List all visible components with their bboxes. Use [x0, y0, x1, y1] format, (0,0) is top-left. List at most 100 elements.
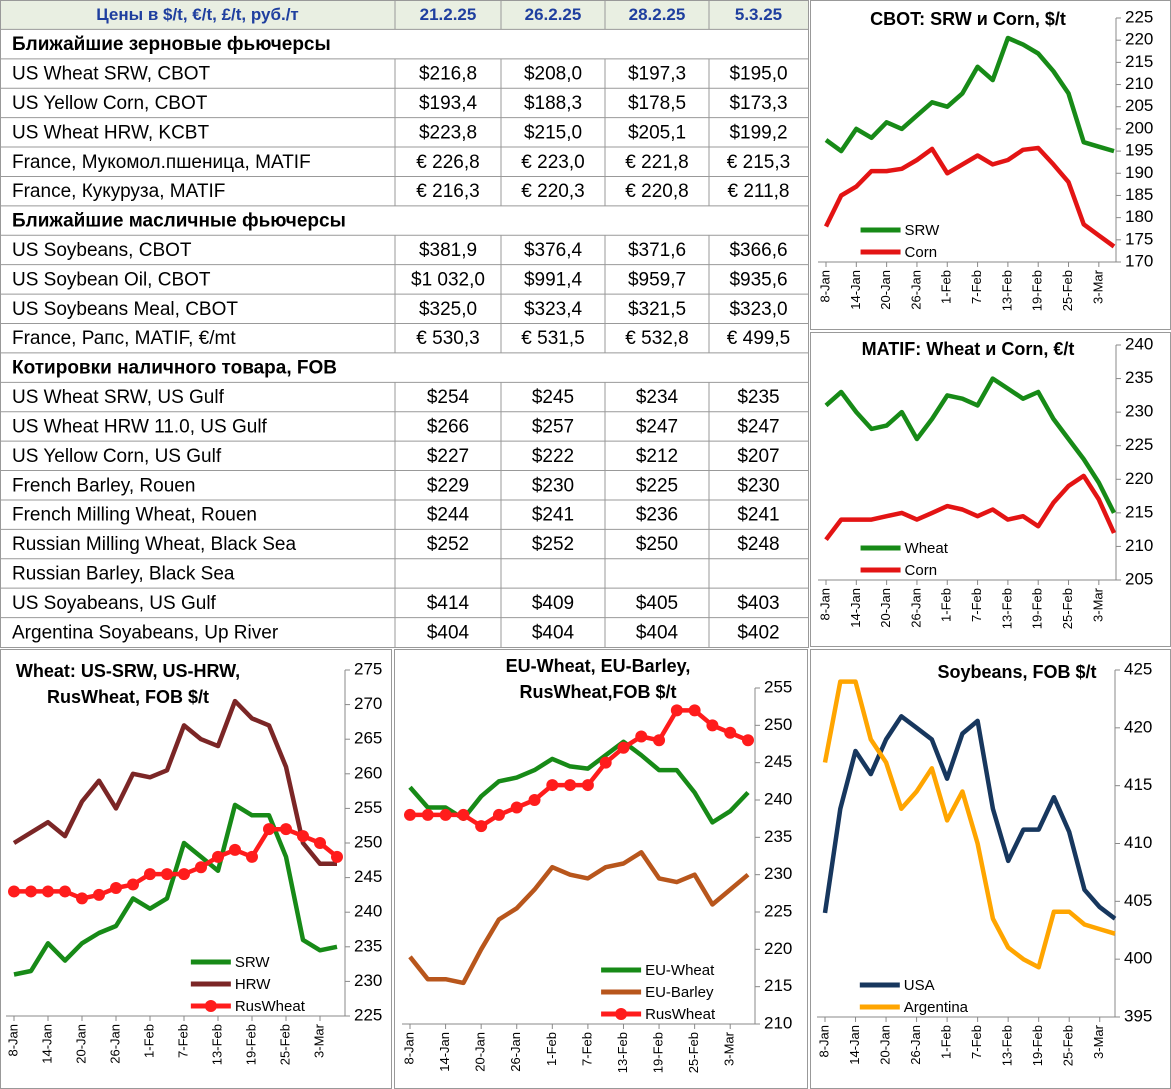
table-value: $959,7	[628, 269, 686, 290]
x-tick-label: 1-Feb	[939, 588, 954, 622]
series-line	[824, 35, 1115, 154]
series-marker	[93, 888, 105, 901]
series-marker	[8, 885, 20, 898]
table-header-cell: 5.3.25	[735, 5, 782, 24]
table-value: $935,6	[729, 269, 787, 290]
series-marker	[314, 837, 326, 849]
x-tick-label: 19-Feb	[650, 1032, 665, 1073]
table-value: € 226,8	[416, 152, 479, 173]
x-tick-label: 25-Feb	[277, 1024, 292, 1065]
table-label: US Wheat HRW 11.0, US Gulf	[12, 416, 268, 437]
y-tick-label: 245	[764, 752, 792, 771]
y-tick-label: 420	[1124, 717, 1152, 736]
y-tick-label: 190	[1125, 163, 1153, 182]
y-tick-label: 220	[764, 939, 792, 958]
x-tick-label: 19-Feb	[243, 1024, 258, 1065]
table-header-cell: Цены в $/t, €/t, £/t, руб./т	[96, 5, 299, 24]
y-tick-label: 235	[764, 827, 792, 846]
y-tick-label: 405	[1124, 891, 1152, 910]
chart-title: RusWheat, FOB $/t	[47, 687, 209, 707]
table-value: $229	[427, 475, 469, 496]
table-value: $230	[532, 475, 574, 496]
table-value: $403	[737, 593, 779, 614]
table-label: US Yellow Corn, CBOT	[12, 93, 208, 114]
series-marker	[617, 741, 630, 754]
y-tick-label: 195	[1125, 141, 1153, 160]
x-tick-label: 13-Feb	[209, 1024, 224, 1065]
series-marker	[688, 704, 701, 717]
series-marker	[492, 808, 505, 821]
series-marker	[76, 892, 88, 905]
y-tick-label: 210	[1125, 536, 1153, 555]
table-value: $991,4	[524, 269, 583, 290]
y-tick-label: 395	[1124, 1006, 1152, 1025]
x-tick-label: 25-Feb	[1061, 1025, 1076, 1066]
series-marker	[178, 868, 190, 881]
x-tick-label: 20-Jan	[73, 1024, 88, 1064]
series-marker	[510, 801, 523, 814]
table-value: $366,6	[729, 240, 787, 261]
series-marker	[229, 843, 241, 856]
table-value: € 220,8	[625, 181, 688, 202]
table-value: € 215,3	[727, 152, 790, 173]
x-tick-label: 8-Jan	[816, 1025, 831, 1058]
x-tick-label: 25-Feb	[1060, 588, 1075, 629]
x-tick-label: 26-Jan	[908, 588, 923, 628]
legend-label: Corn	[905, 244, 938, 261]
x-tick-label: 3-Mar	[1091, 1024, 1106, 1059]
table-value: € 531,5	[521, 328, 584, 349]
table-value: $235	[737, 387, 779, 408]
chart-title: MATIF: Wheat и Corn, €/t	[862, 339, 1075, 359]
series-marker	[404, 808, 416, 821]
series-marker	[742, 734, 754, 747]
table-value: $248	[737, 534, 779, 555]
table-value: € 220,3	[521, 181, 584, 202]
table-value: $234	[636, 387, 679, 408]
table-value: € 221,8	[625, 152, 688, 173]
table-value: $244	[427, 505, 470, 526]
table-value: $195,0	[729, 64, 787, 85]
y-tick-label: 205	[1125, 569, 1153, 588]
x-tick-label: 26-Jan	[107, 1024, 122, 1064]
x-tick-label: 8-Jan	[5, 1024, 20, 1057]
legend-label: RusWheat	[645, 1006, 716, 1023]
x-tick-label: 1-Feb	[939, 270, 954, 304]
table-value: $254	[427, 387, 470, 408]
series-marker	[331, 850, 343, 863]
series-line	[12, 698, 337, 867]
y-tick-label: 235	[1125, 368, 1153, 387]
table-label: US Soybean Oil, CBOT	[12, 269, 211, 290]
x-tick-label: 3-Mar	[311, 1023, 326, 1058]
series-marker	[421, 808, 434, 821]
x-tick-label: 25-Feb	[1060, 270, 1075, 311]
x-tick-label: 1-Feb	[544, 1032, 559, 1066]
series-marker	[724, 726, 737, 739]
table-header-bg	[0, 0, 808, 30]
series-marker	[25, 885, 37, 898]
table-value: $405	[636, 593, 678, 614]
series-marker	[280, 823, 292, 836]
table-value: € 211,8	[728, 181, 790, 202]
table-value: $325,0	[419, 299, 477, 320]
table-value: $376,4	[524, 240, 583, 261]
x-tick-label: 26-Jan	[908, 1025, 923, 1065]
y-tick-label: 225	[354, 1005, 382, 1024]
y-tick-label: 175	[1125, 229, 1153, 248]
table-value: $216,8	[419, 64, 477, 85]
y-tick-label: 250	[354, 832, 382, 851]
y-tick-label: 250	[764, 715, 792, 734]
y-tick-label: 210	[1125, 74, 1153, 93]
legend-label: EU-Wheat	[645, 962, 715, 979]
table-value: $197,3	[628, 64, 686, 85]
table-label: US Soybeans, CBOT	[12, 240, 192, 261]
series-marker	[42, 885, 54, 898]
chart-title: RusWheat,FOB $/t	[519, 682, 676, 702]
legend-label: HRW	[235, 976, 271, 993]
table-label: France, Кукуруза, MATIF	[12, 181, 225, 202]
table-header-cell: 26.2.25	[525, 5, 582, 24]
table-value: $225	[636, 475, 678, 496]
x-tick-label: 20-Jan	[877, 1025, 892, 1065]
legend-label: RusWheat	[235, 998, 306, 1015]
table-header-cell: 28.2.25	[629, 5, 686, 24]
